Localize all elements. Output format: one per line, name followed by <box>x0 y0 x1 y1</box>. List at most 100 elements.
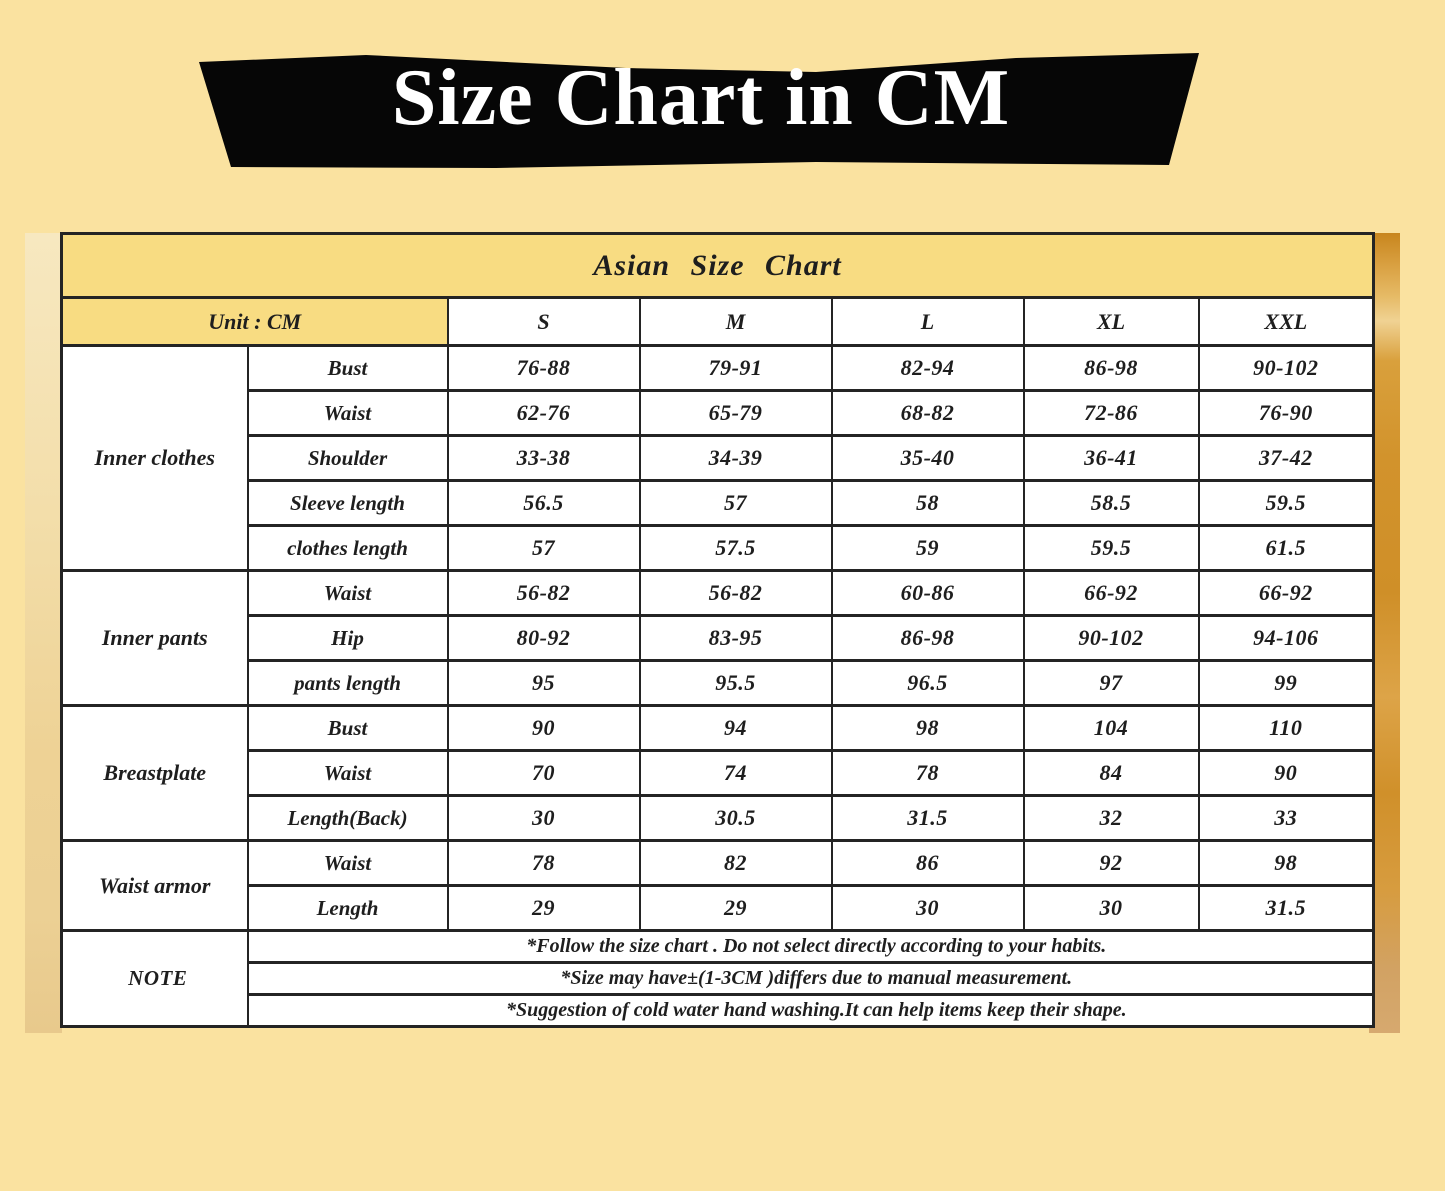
value-cell: 95.5 <box>638 659 833 707</box>
table-row: pants length 95 95.5 96.5 97 99 <box>62 659 1375 707</box>
measure-label: pants length <box>246 659 449 707</box>
value-cell: 36-41 <box>1022 434 1200 482</box>
banner-ribbon-shape <box>199 53 1199 168</box>
measure-label: Length <box>246 884 449 932</box>
value-cell: 78 <box>446 839 641 887</box>
value-cell: 84 <box>1022 749 1200 797</box>
value-cell: 99 <box>1197 659 1375 707</box>
note-row: *Size may have±(1-3CM )differs due to ma… <box>62 961 1375 996</box>
value-cell: 29 <box>446 884 641 932</box>
value-cell: 65-79 <box>638 389 833 437</box>
photo-backdrop-bottom <box>25 1030 1400 1052</box>
value-cell: 57 <box>638 479 833 527</box>
note-line: *Follow the size chart . Do not select d… <box>246 929 1375 964</box>
value-cell: 35-40 <box>830 434 1025 482</box>
value-cell: 59.5 <box>1022 524 1200 572</box>
value-cell: 30.5 <box>638 794 833 842</box>
value-cell: 79-91 <box>638 344 833 392</box>
value-cell: 59 <box>830 524 1025 572</box>
value-cell: 37-42 <box>1197 434 1375 482</box>
value-cell: 90 <box>1197 749 1375 797</box>
banner-title: Size Chart in CM <box>391 54 1011 142</box>
value-cell: 97 <box>1022 659 1200 707</box>
table-row: clothes length 57 57.5 59 59.5 61.5 <box>62 524 1375 572</box>
table-row: Breastplate Bust 90 94 98 104 110 <box>60 704 1375 842</box>
value-cell: 94-106 <box>1197 614 1375 662</box>
value-cell: 86-98 <box>1022 344 1200 392</box>
value-cell: 86-98 <box>830 614 1025 662</box>
value-cell: 61.5 <box>1197 524 1375 572</box>
size-header-xxl: XXL <box>1197 296 1375 347</box>
size-header-xl: XL <box>1022 296 1200 347</box>
value-cell: 86 <box>830 839 1025 887</box>
table-row: Waist armor Waist 78 82 86 92 98 <box>60 839 1375 932</box>
table-title-row: Asian Size Chart <box>60 232 1375 299</box>
value-cell: 72-86 <box>1022 389 1200 437</box>
value-cell: 56-82 <box>446 569 641 617</box>
value-cell: 57.5 <box>638 524 833 572</box>
value-cell: 90-102 <box>1197 344 1375 392</box>
value-cell: 56.5 <box>446 479 641 527</box>
value-cell: 31.5 <box>1197 884 1375 932</box>
value-cell: 92 <box>1022 839 1200 887</box>
value-cell: 58.5 <box>1022 479 1200 527</box>
measure-label: Length(Back) <box>246 794 449 842</box>
size-header-s: S <box>446 296 641 347</box>
measure-label: Sleeve length <box>246 479 449 527</box>
measure-label: Waist <box>246 839 449 887</box>
value-cell: 98 <box>1197 839 1375 887</box>
group-label: Waist armor <box>60 839 249 932</box>
value-cell: 31.5 <box>830 794 1025 842</box>
value-cell: 32 <box>1022 794 1200 842</box>
size-header-l: L <box>830 296 1025 347</box>
note-line: *Suggestion of cold water hand washing.I… <box>246 993 1375 1028</box>
value-cell: 76-88 <box>446 344 641 392</box>
measure-label: Bust <box>246 344 449 392</box>
value-cell: 68-82 <box>830 389 1025 437</box>
value-cell: 96.5 <box>830 659 1025 707</box>
value-cell: 58 <box>830 479 1025 527</box>
value-cell: 56-82 <box>638 569 833 617</box>
photo-backdrop-left <box>25 233 62 1033</box>
size-chart-table: Asian Size Chart Unit : CM S M L XL XXL Inner c… <box>60 232 1376 1028</box>
value-cell: 90-102 <box>1022 614 1200 662</box>
value-cell: 34-39 <box>638 434 833 482</box>
value-cell: 66-92 <box>1197 569 1375 617</box>
value-cell: 57 <box>446 524 641 572</box>
group-label: Breastplate <box>60 704 249 842</box>
size-header-row: Unit : CM S M L XL XXL <box>60 296 1375 347</box>
value-cell: 33 <box>1197 794 1375 842</box>
table-row: Waist 62-76 65-79 68-82 72-86 76-90 <box>62 389 1375 437</box>
value-cell: 82-94 <box>830 344 1025 392</box>
measure-label: Waist <box>246 569 449 617</box>
value-cell: 33-38 <box>446 434 641 482</box>
measure-label: Waist <box>246 389 449 437</box>
note-label: NOTE <box>60 929 249 1028</box>
note-line: *Size may have±(1-3CM )differs due to ma… <box>246 961 1375 996</box>
measure-label: Shoulder <box>246 434 449 482</box>
value-cell: 110 <box>1197 704 1375 752</box>
value-cell: 83-95 <box>638 614 833 662</box>
value-cell: 80-92 <box>446 614 641 662</box>
group-label: Inner pants <box>60 569 249 707</box>
table-row: Inner pants Waist 56-82 56-82 60-86 66-92 66-9… <box>60 569 1375 707</box>
table-title: Asian Size Chart <box>60 232 1375 299</box>
table-row: Inner clothes Bust 76-88 79-91 82-94 86-98 90-… <box>60 344 1375 572</box>
value-cell: 59.5 <box>1197 479 1375 527</box>
value-cell: 74 <box>638 749 833 797</box>
unit-label: Unit : CM <box>60 296 449 347</box>
table-row: Shoulder 33-38 34-39 35-40 36-41 37-42 <box>62 434 1375 482</box>
value-cell: 98 <box>830 704 1025 752</box>
value-cell: 82 <box>638 839 833 887</box>
value-cell: 29 <box>638 884 833 932</box>
value-cell: 70 <box>446 749 641 797</box>
value-cell: 66-92 <box>1022 569 1200 617</box>
banner: Size Chart in CM <box>196 22 1206 172</box>
table-row: Length 29 29 30 30 31.5 <box>62 884 1375 932</box>
note-row: *Suggestion of cold water hand washing.I… <box>62 993 1375 1028</box>
table-row: Hip 80-92 83-95 86-98 90-102 94-106 <box>62 614 1375 662</box>
value-cell: 95 <box>446 659 641 707</box>
measure-label: Waist <box>246 749 449 797</box>
note-row: NOTE *Follow the size chart . Do not sele… <box>60 929 1375 1028</box>
